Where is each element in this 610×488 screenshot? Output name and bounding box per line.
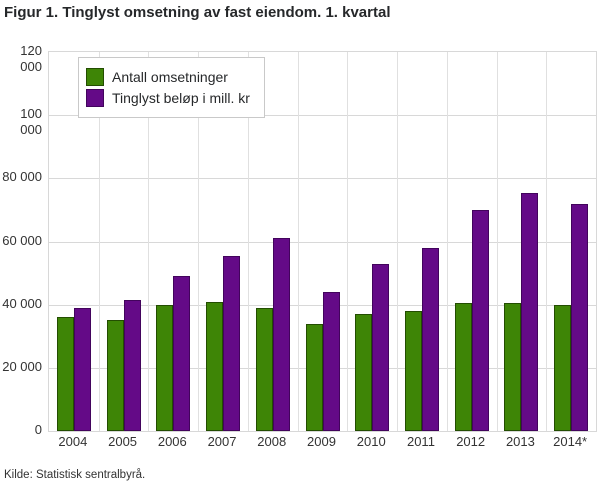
- bar-belop-2013: [521, 193, 538, 431]
- v-gridline: [148, 52, 149, 431]
- bar-antall-2008: [256, 308, 273, 431]
- bar-belop-2010: [372, 264, 389, 431]
- x-axis-label-2006: 2006: [157, 434, 187, 449]
- v-gridline: [447, 52, 448, 431]
- v-gridline: [347, 52, 348, 431]
- bar-antall-2007: [206, 302, 223, 431]
- y-axis-tick-label: 60 000: [2, 232, 42, 248]
- v-gridline: [497, 52, 498, 431]
- v-gridline: [248, 52, 249, 431]
- h-gridline: [49, 241, 596, 243]
- x-axis-label-2005: 2005: [108, 434, 138, 449]
- bar-antall-2014: [554, 305, 571, 431]
- x-axis-label-2014: 2014*: [553, 434, 588, 449]
- x-axis-label-2004: 2004: [58, 434, 88, 449]
- x-axis-label-2010: 2010: [356, 434, 386, 449]
- h-gridline: [49, 115, 596, 117]
- v-gridline: [298, 52, 299, 431]
- bar-belop-2007: [223, 256, 240, 431]
- y-axis-tick-label: 100 000: [20, 106, 42, 138]
- chart-title: Figur 1. Tinglyst omsetning av fast eien…: [4, 4, 391, 21]
- legend-item-belop: Tinglyst beløp i mill. kr: [86, 89, 250, 107]
- x-axis-label-2013: 2013: [505, 434, 535, 449]
- legend-item-antall: Antall omsetninger: [86, 68, 250, 86]
- bar-belop-2004: [74, 308, 91, 431]
- bar-antall-2009: [306, 324, 323, 431]
- bar-antall-2005: [107, 320, 124, 431]
- y-axis-tick-label: 40 000: [2, 295, 42, 311]
- bar-belop-2011: [422, 248, 439, 431]
- v-gridline: [546, 52, 547, 431]
- purple-swatch-icon: [86, 89, 104, 107]
- bar-antall-2004: [57, 317, 74, 431]
- bar-antall-2012: [455, 303, 472, 431]
- bar-belop-2014: [571, 204, 588, 431]
- bar-antall-2006: [156, 305, 173, 431]
- h-gridline: [49, 304, 596, 306]
- bar-belop-2009: [323, 292, 340, 431]
- v-gridline: [397, 52, 398, 431]
- legend-label: Antall omsetninger: [112, 69, 228, 85]
- v-gridline: [198, 52, 199, 431]
- bar-antall-2010: [355, 314, 372, 431]
- bar-belop-2005: [124, 300, 141, 431]
- bar-belop-2012: [472, 210, 489, 431]
- x-axis-label-2012: 2012: [456, 434, 486, 449]
- bar-belop-2006: [173, 276, 190, 431]
- x-axis-label-2009: 2009: [307, 434, 336, 449]
- y-axis-tick-label: 120 000: [20, 43, 42, 74]
- bar-antall-2011: [405, 311, 422, 431]
- bar-antall-2013: [504, 303, 521, 431]
- legend-label: Tinglyst beløp i mill. kr: [112, 90, 250, 106]
- source-note: Kilde: Statistisk sentralbyrå.: [4, 469, 146, 481]
- y-axis-tick-label: 20 000: [2, 358, 42, 374]
- y-axis-tick-label: 80 000: [2, 169, 42, 185]
- x-axis-label-2011: 2011: [406, 434, 435, 449]
- h-gridline: [49, 178, 596, 180]
- y-axis-tick-label: 0: [34, 422, 42, 437]
- x-axis-label-2008: 2008: [257, 434, 287, 449]
- bar-belop-2008: [273, 238, 290, 431]
- green-swatch-icon: [86, 68, 104, 86]
- legend: Antall omsetninger Tinglyst beløp i mill…: [78, 57, 265, 118]
- v-gridline: [99, 52, 100, 431]
- x-axis-label-2007: 2007: [207, 434, 237, 449]
